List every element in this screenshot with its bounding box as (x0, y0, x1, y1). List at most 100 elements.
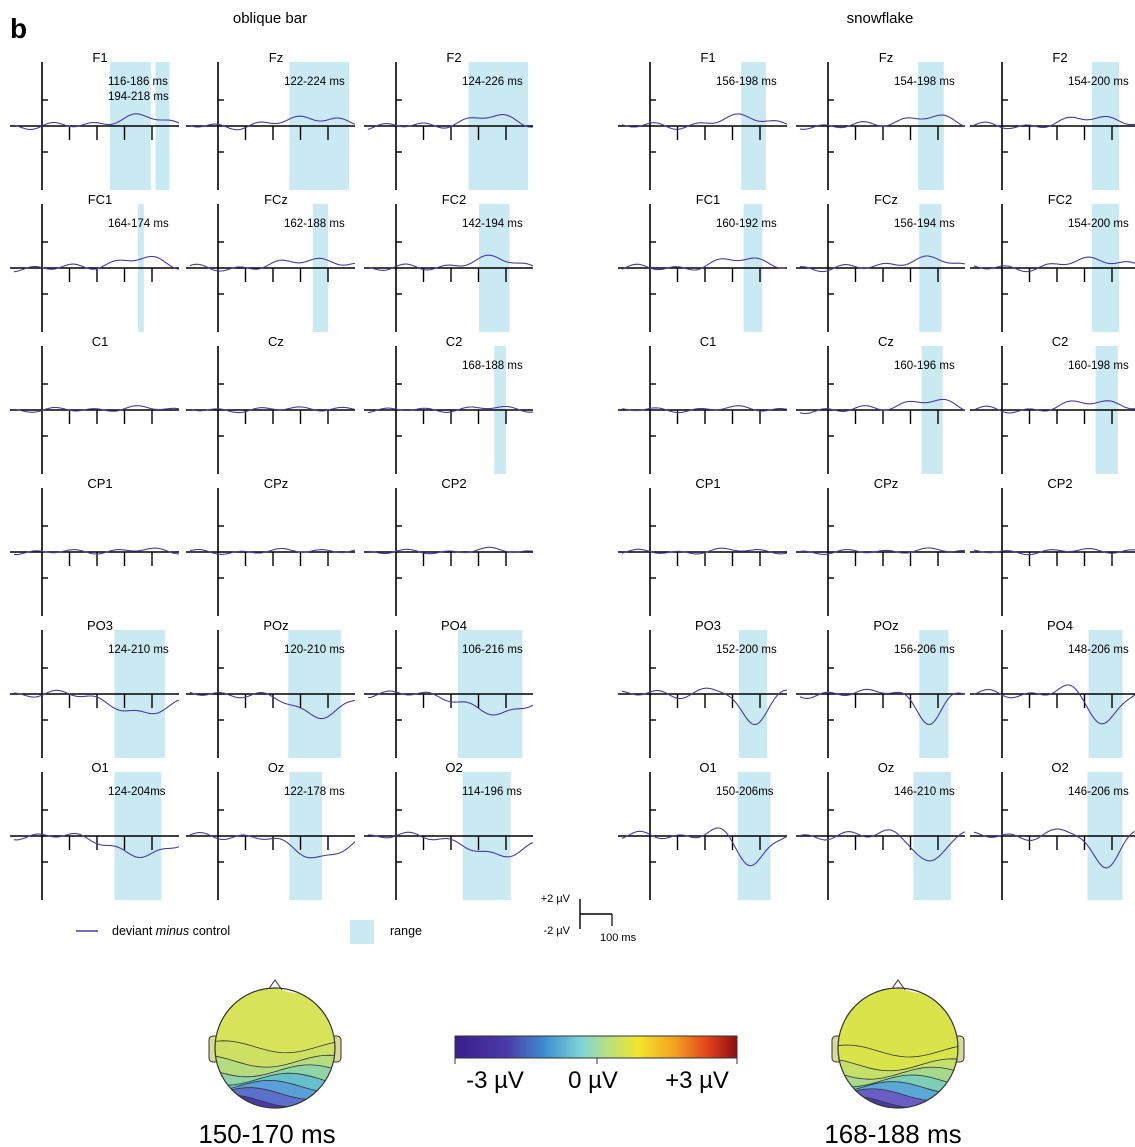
electrode-plot-cp1: CP1 (618, 476, 787, 616)
electrode-plot-cp2: CP2 (970, 476, 1135, 616)
electrode-label: PO3 (87, 618, 113, 633)
range-label: 114-196 ms (462, 786, 522, 798)
range-label: 116-186 ms (108, 76, 168, 88)
erp-trace (189, 691, 355, 720)
colorbar-gradient-bar (454, 1035, 738, 1059)
scale-bar: +2 µV -2 µV 100 ms (541, 893, 637, 944)
electrode-label: O1 (91, 760, 108, 775)
electrode-label: F2 (1052, 50, 1067, 65)
range-label: 160-192 ms (716, 218, 777, 230)
electrode-label: CPz (874, 476, 899, 491)
electrode-label: Oz (878, 760, 895, 775)
topomap-2 (831, 979, 965, 1109)
group-title: snowflake (847, 10, 914, 27)
erp-trace (799, 114, 966, 130)
panel-label: b (10, 13, 27, 44)
electrode-plot-oz: Oz 146-210 ms (796, 760, 966, 900)
electrode-plot-po3: PO3 124-210 ms (10, 618, 180, 758)
electrode-label: F1 (92, 50, 107, 65)
electrode-label: O2 (1051, 760, 1068, 775)
electrode-plot-cz: Cz (186, 334, 355, 474)
electrode-label: PO4 (441, 618, 467, 633)
electrode-plot-c2: C2 168-188 ms (364, 334, 533, 474)
range-label: 164-174 ms (108, 218, 169, 230)
legend-suffix: control (189, 924, 230, 938)
electrode-plot-c1: C1 (10, 334, 179, 474)
colorbar: -3 µV 0 µV +3 µV (454, 1035, 738, 1094)
erp-trace (799, 688, 965, 726)
range-label: 168-188 ms (462, 360, 523, 372)
erp-trace (367, 831, 534, 858)
electrode-plot-poz: POz 120-210 ms (186, 618, 355, 758)
topomap-caption-1: 150-170 ms (198, 1119, 335, 1147)
electrode-label: FC2 (1048, 192, 1073, 207)
erp-trace (799, 255, 965, 273)
range-label: 154-200 ms (1068, 76, 1129, 88)
erp-trace (799, 547, 965, 555)
range-label: 148-206 ms (1068, 644, 1129, 656)
range-label: 150-206ms (716, 786, 774, 798)
electrode-label: C1 (700, 334, 717, 349)
electrode-label: C2 (1052, 334, 1069, 349)
electrode-plot-cp2: CP2 (364, 476, 533, 616)
erp-trace (621, 113, 788, 130)
nose (267, 979, 283, 991)
erp-trace (189, 115, 356, 131)
electrode-plot-fcz: FCz 162-188 ms (186, 192, 355, 332)
electrode-plot-cpz: CPz (186, 476, 356, 616)
range-label: 146-206 ms (1068, 786, 1129, 798)
range-label: 146-210 ms (894, 786, 955, 798)
erp-trace (621, 405, 787, 414)
erp-trace (13, 113, 180, 131)
electrode-label: C1 (92, 334, 109, 349)
range-label: 156-198 ms (716, 76, 777, 88)
erp-trace (367, 405, 533, 414)
range-label: 162-188 ms (284, 218, 345, 230)
topomap-caption-2: 168-188 ms (824, 1119, 961, 1147)
range-label: 160-196 ms (894, 360, 955, 372)
range-label: 156-206 ms (894, 644, 955, 656)
range-label: 124-226 ms (462, 76, 523, 88)
erp-trace (621, 687, 787, 726)
electrode-plot-fcz: FCz 156-194 ms (796, 192, 965, 332)
electrode-plot-cpz: CPz (796, 476, 965, 616)
erp-trace (973, 115, 1135, 130)
electrode-label: CP1 (695, 476, 720, 491)
range-label: 152-200 ms (716, 644, 777, 656)
legend-range-swatch (350, 920, 374, 944)
electrode-label: POz (873, 618, 898, 633)
erp-trace (973, 684, 1135, 725)
electrode-plot-c1: C1 (618, 334, 787, 474)
electrode-plot-fc2: FC2 154-200 ms (970, 192, 1135, 332)
group-title: oblique bar (233, 10, 307, 27)
erp-trace (973, 828, 1135, 869)
erp-trace (973, 547, 1135, 556)
electrode-label: FCz (264, 192, 288, 207)
electrode-label: FC1 (88, 192, 113, 207)
electrode-label: O2 (445, 760, 462, 775)
erp-trace (367, 690, 534, 716)
legend-prefix: deviant (112, 924, 156, 938)
legend-range-label: range (390, 924, 422, 938)
erp-trace (13, 405, 179, 413)
erp-trace (621, 547, 787, 555)
electrode-label: POz (263, 618, 288, 633)
erp-trace (13, 547, 179, 556)
electrode-label: F2 (446, 50, 461, 65)
legend-italic: minus (156, 924, 189, 938)
erp-trace (799, 829, 966, 862)
electrode-label: FC1 (696, 192, 721, 207)
electrode-label: CPz (264, 476, 289, 491)
erp-trace (13, 255, 179, 273)
range-label: 124-210 ms (108, 644, 169, 656)
range-label: 122-178 ms (284, 786, 345, 798)
